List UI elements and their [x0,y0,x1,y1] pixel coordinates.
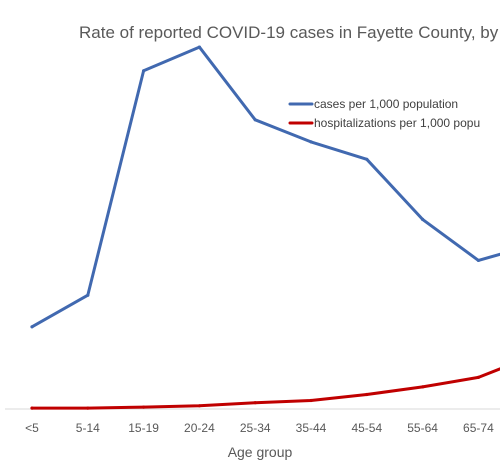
chart-title: Rate of reported COVID-19 cases in Fayet… [79,23,500,42]
x-tick-label: 20-24 [184,421,215,435]
x-tick-label: <5 [25,421,39,435]
x-tick-labels: <5 5-14 15-19 20-24 25-34 35-44 45-54 55-64 65-7… [25,421,494,435]
x-tick-label: 55-64 [407,421,438,435]
data-point [86,293,90,297]
legend: cases per 1,000 population hospitalizati… [288,97,480,130]
data-point [476,375,480,379]
data-point [253,401,257,405]
data-point [30,325,34,329]
data-point [30,406,34,410]
data-point [86,406,90,410]
legend-label-hospitalizations: hospitalizations per 1,000 popu [314,116,480,130]
x-tick-label: 15-19 [128,421,159,435]
data-point [309,140,313,144]
data-point [365,157,369,161]
data-point [197,45,201,49]
x-tick-label: 45-54 [351,421,382,435]
data-point [142,405,146,409]
x-tick-label: 65-74 [463,421,494,435]
x-tick-label: 5-14 [76,421,100,435]
data-point [309,398,313,403]
legend-label-cases: cases per 1,000 population [314,97,458,111]
series-line-hospitalizations [30,367,500,410]
data-point [421,217,425,221]
series-line-cases [30,45,500,329]
data-point [365,392,369,397]
data-point [421,385,425,389]
data-point [197,404,201,408]
x-tick-label: 35-44 [296,421,327,435]
series-group [30,45,500,410]
x-axis-label: Age group [228,444,293,460]
data-point [253,118,257,122]
data-point [476,258,480,262]
data-point [142,69,146,73]
x-tick-label: 25-34 [240,421,271,435]
